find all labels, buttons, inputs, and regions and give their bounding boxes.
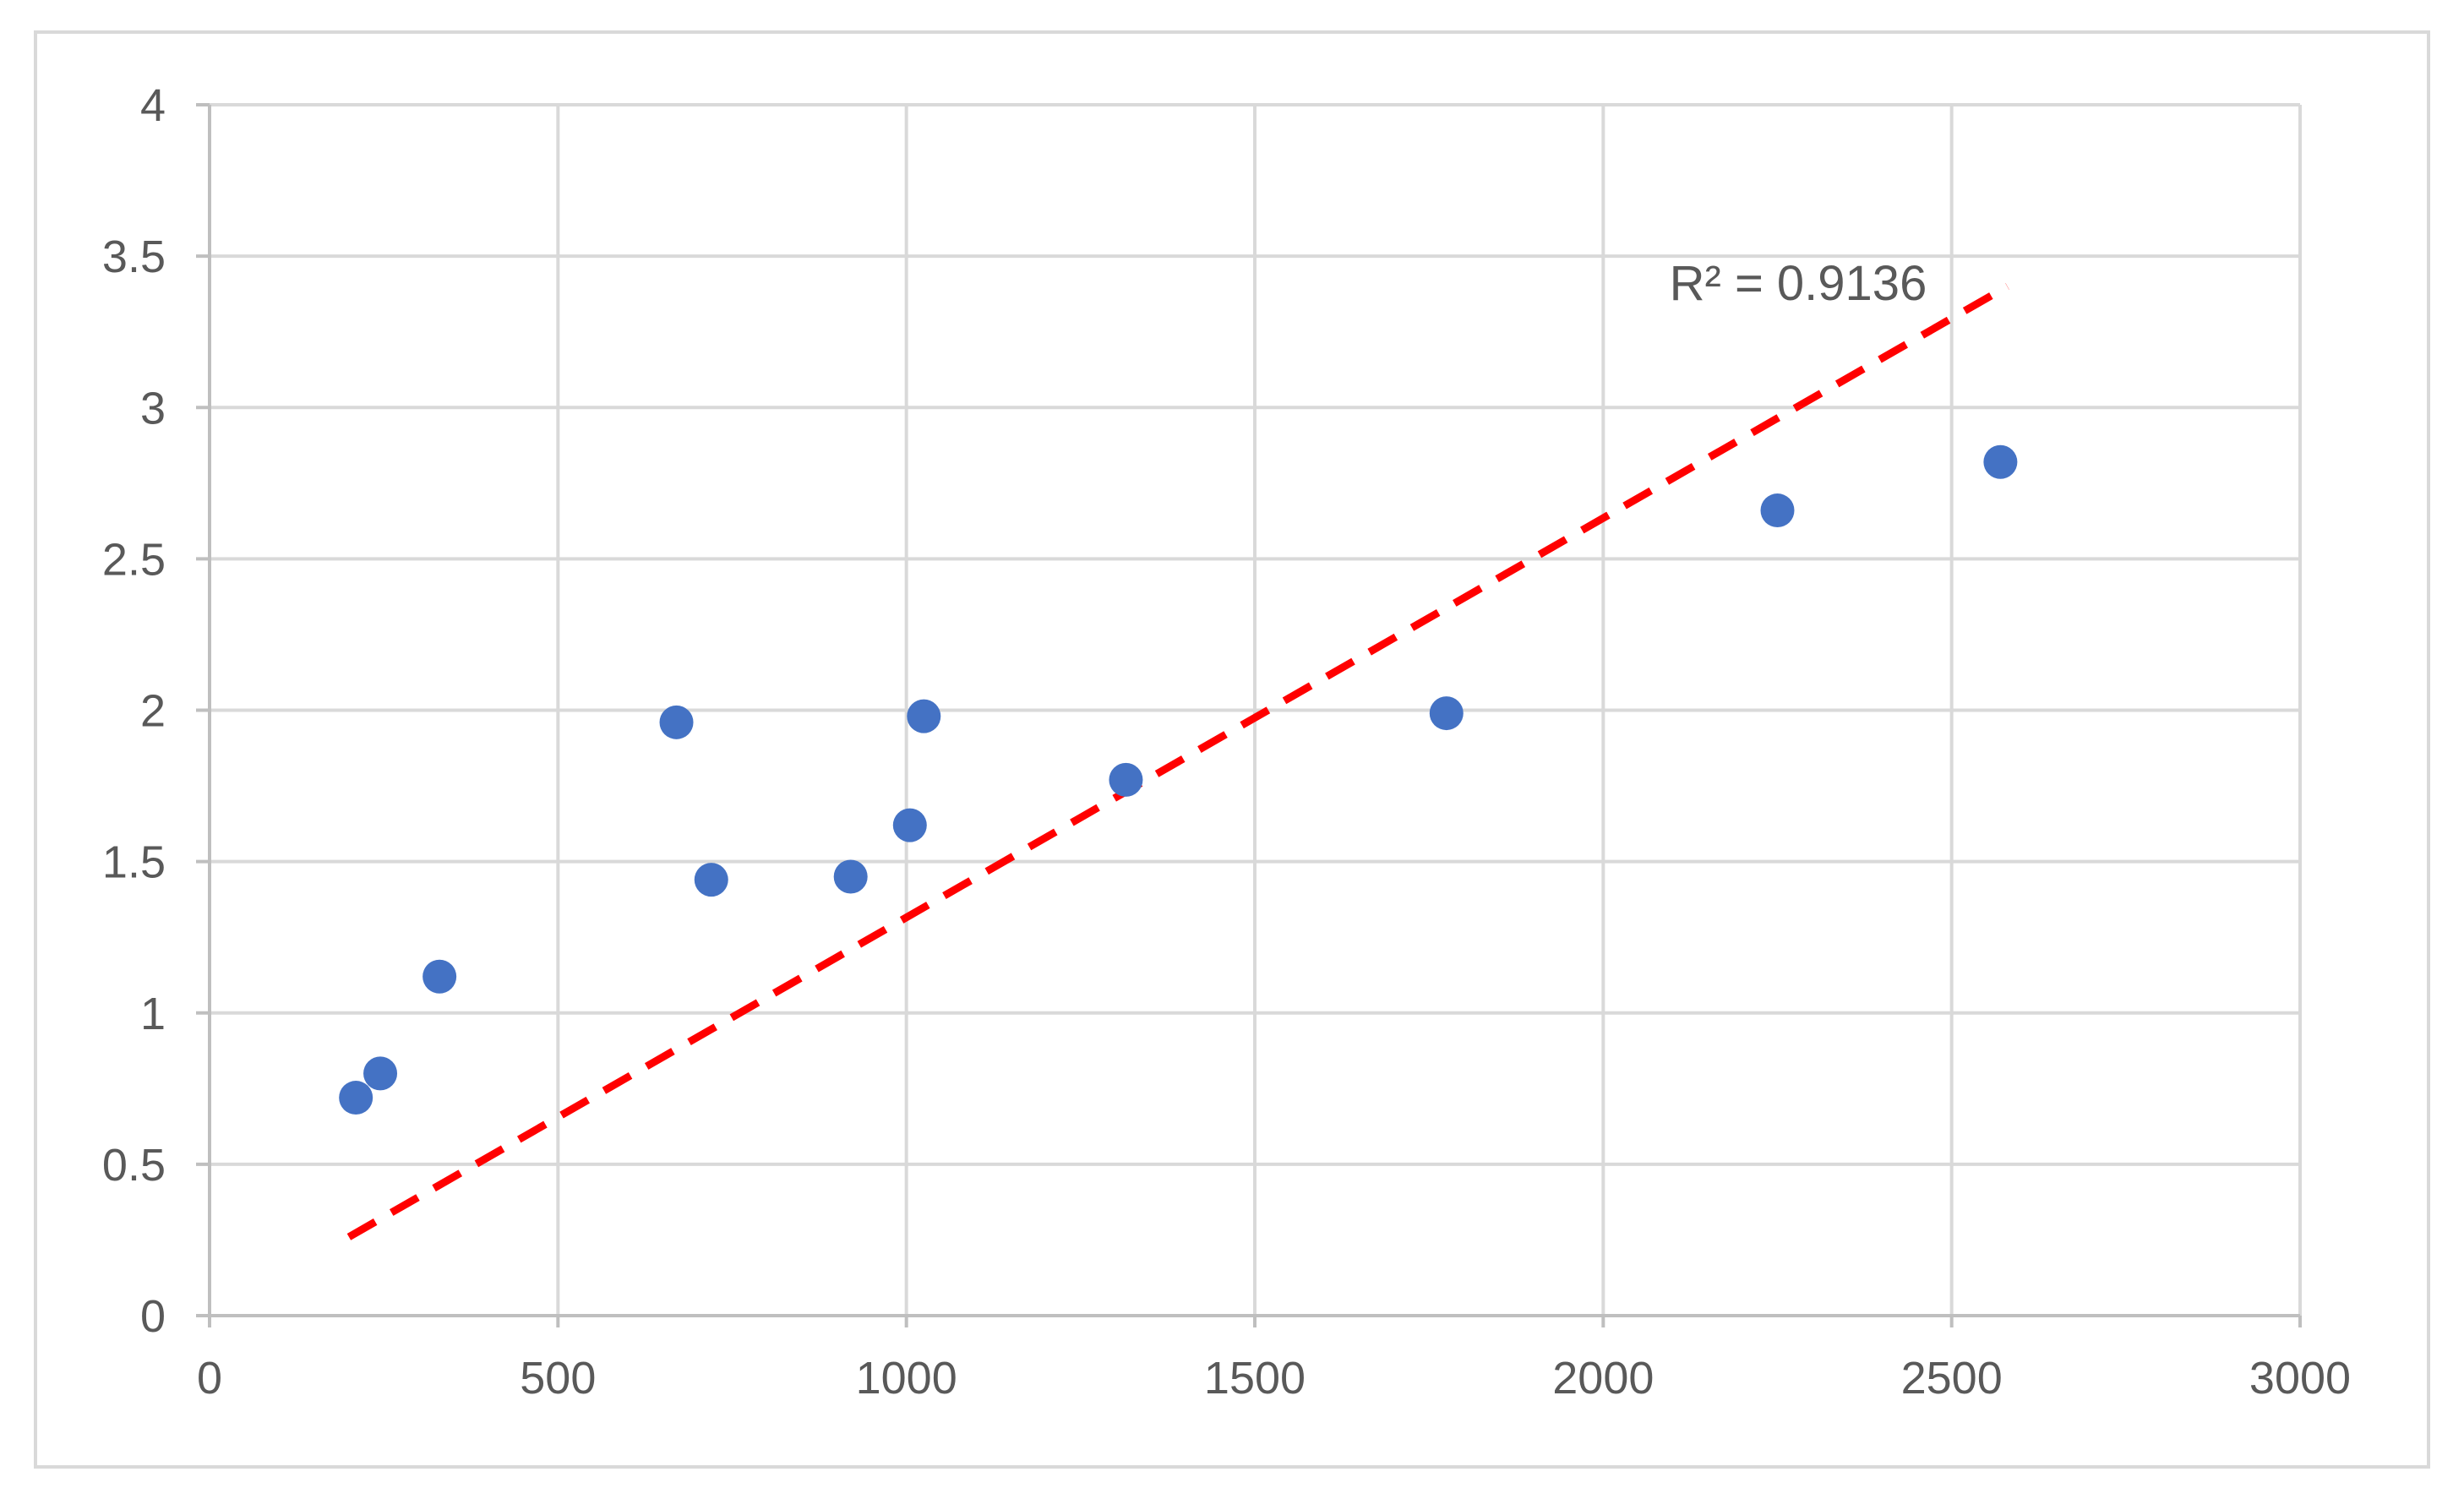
data-point	[1429, 696, 1464, 731]
x-tick-label: 0	[197, 1353, 222, 1404]
y-tick-label: 1	[140, 989, 166, 1039]
data-point	[694, 863, 728, 897]
data-point	[363, 1056, 398, 1091]
data-point	[659, 705, 694, 739]
trend-layer	[346, 283, 2009, 1240]
point-layer	[339, 444, 2018, 1115]
data-point	[339, 1081, 373, 1115]
x-tick-label: 3000	[2249, 1353, 2351, 1404]
data-point	[907, 699, 941, 733]
trendline	[346, 283, 2009, 1240]
x-tick-label: 1000	[856, 1353, 957, 1404]
y-tick-label: 0	[140, 1291, 166, 1342]
y-tick-label: 3.5	[102, 232, 166, 282]
r-squared-annotation: R² = 0.9136	[1670, 256, 1927, 311]
y-tick-label: 2	[140, 686, 166, 737]
x-tick-label: 2000	[1552, 1353, 1654, 1404]
data-point	[1983, 444, 2018, 479]
y-tick-label: 3	[140, 383, 166, 433]
data-point	[422, 959, 457, 994]
data-point	[1760, 493, 1795, 528]
tick-label-layer: 0 500 1000 1500 2000 2500 3000 0 0.5 1 1.5 2 2.5 3 3.5…	[102, 80, 2351, 1404]
x-tick-label: 1500	[1204, 1353, 1306, 1404]
y-tick-label: 2.5	[102, 534, 166, 585]
x-tick-label: 2500	[1901, 1353, 2003, 1404]
chart-frame	[34, 30, 2430, 1469]
axis-layer	[196, 103, 2302, 1327]
data-point	[892, 808, 927, 842]
y-tick-label: 4	[140, 80, 166, 131]
y-tick-label: 0.5	[102, 1140, 166, 1191]
y-tick-label: 1.5	[102, 837, 166, 888]
data-point	[833, 859, 868, 894]
grid-layer	[210, 103, 2302, 1316]
data-point	[1109, 762, 1143, 797]
x-tick-label: 500	[520, 1353, 596, 1404]
